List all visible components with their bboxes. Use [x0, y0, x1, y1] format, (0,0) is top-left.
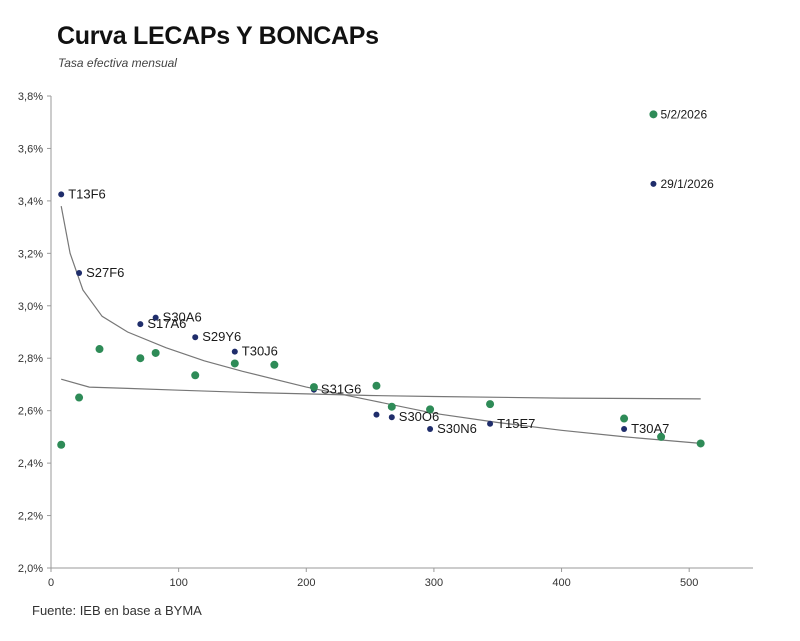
- y-tick-label: 3,2%: [18, 248, 43, 260]
- data-point: [137, 321, 144, 328]
- point-label: T13F6: [68, 186, 106, 201]
- point-label: S27F6: [86, 265, 124, 280]
- data-point: [426, 405, 435, 414]
- data-point: [657, 432, 666, 441]
- data-point: [373, 411, 380, 418]
- data-point: [650, 180, 657, 187]
- y-tick-label: 3,0%: [18, 301, 43, 313]
- x-tick-label: 100: [169, 577, 187, 589]
- data-point: [649, 110, 658, 119]
- trendline-1: [60, 205, 701, 444]
- x-tick-label: 200: [297, 577, 315, 589]
- data-point: [231, 348, 238, 355]
- data-point: [696, 439, 705, 448]
- y-tick-label: 2,6%: [18, 406, 43, 418]
- point-label: T30J6: [242, 344, 278, 359]
- data-point: [75, 393, 84, 402]
- x-tick-label: 300: [425, 577, 443, 589]
- data-point: [427, 426, 434, 433]
- y-tick-label: 3,6%: [18, 143, 43, 155]
- data-point: [309, 383, 318, 392]
- data-point: [372, 381, 381, 390]
- data-point: [620, 414, 629, 423]
- point-label: T30A7: [631, 421, 669, 436]
- point-label: S30A6: [163, 310, 202, 325]
- point-label: 29/1/2026: [660, 177, 714, 191]
- y-tick-label: 2,2%: [18, 511, 43, 523]
- y-tick-label: 3,4%: [18, 196, 43, 208]
- point-label: T15E7: [497, 416, 535, 431]
- y-tick-label: 3,8%: [18, 91, 43, 103]
- data-point: [621, 426, 628, 433]
- x-tick-label: 0: [48, 577, 54, 589]
- y-tick-label: 2,0%: [18, 563, 43, 575]
- data-point: [387, 402, 396, 411]
- data-point: [76, 270, 83, 276]
- data-point: [151, 348, 160, 357]
- data-point: [152, 314, 159, 321]
- chart-title: Curva LECAPs Y BONCAPs: [57, 22, 379, 50]
- data-point: [486, 400, 495, 409]
- point-label: S30N6: [437, 421, 477, 436]
- data-point: [191, 371, 200, 380]
- data-point: [58, 191, 65, 198]
- x-tick-label: 400: [552, 577, 570, 589]
- x-tick-label: 500: [680, 577, 698, 589]
- y-tick-label: 2,4%: [18, 458, 43, 470]
- data-point: [487, 420, 494, 427]
- data-point: [230, 359, 239, 368]
- data-point: [57, 440, 66, 449]
- data-point: [270, 360, 279, 369]
- data-point: [95, 345, 104, 354]
- source-note: Fuente: IEB en base a BYMA: [32, 603, 202, 618]
- data-point: [388, 414, 395, 421]
- point-label: 5/2/2026: [660, 107, 707, 121]
- data-point: [192, 334, 199, 341]
- point-label: S31G6: [321, 382, 361, 397]
- trendline-2: [61, 378, 701, 400]
- y-tick-label: 2,8%: [18, 353, 43, 365]
- point-label: S29Y6: [202, 329, 241, 344]
- chart-subtitle: Tasa efectiva mensual: [58, 56, 177, 70]
- data-point: [136, 354, 145, 363]
